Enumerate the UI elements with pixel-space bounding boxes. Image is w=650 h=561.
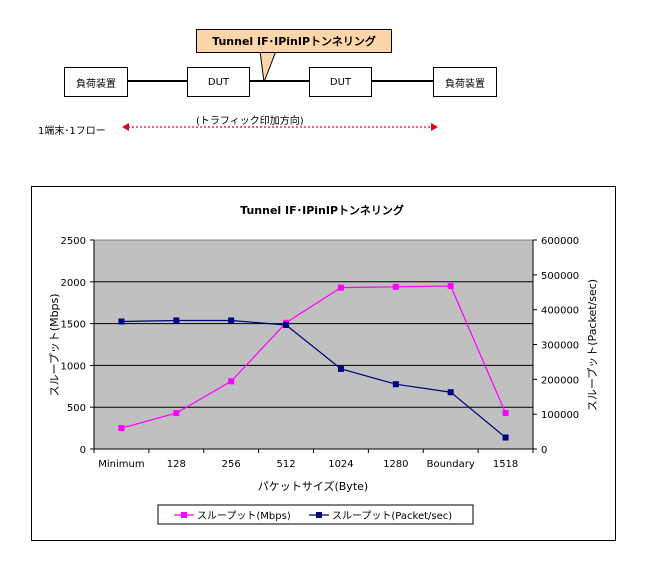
data-point-1 xyxy=(228,317,235,324)
right-axis-ticks: 0 100000 200000 300000 400000 500000 600000 xyxy=(533,236,579,456)
data-point-1 xyxy=(392,381,399,388)
x-tick-label: 1024 xyxy=(328,459,353,470)
series-group xyxy=(118,282,509,441)
legend-item-mbps: スループット(Mbps) xyxy=(174,510,291,522)
connection-line-1 xyxy=(127,80,188,82)
y-axis-label: スループット(Mbps) xyxy=(48,293,61,396)
data-point-1 xyxy=(118,318,125,325)
x-tick-label: 256 xyxy=(222,459,241,470)
dut-box-1: DUT xyxy=(187,67,250,97)
traffic-direction-label: (トラフィック印加方向) xyxy=(196,116,304,127)
right-tick-label: 0 xyxy=(541,445,547,456)
load-device-right: 負荷装置 xyxy=(433,67,497,97)
data-point-0 xyxy=(502,410,509,417)
dut-box-2: DUT xyxy=(309,67,372,97)
right-tick-label: 200000 xyxy=(541,375,579,386)
y2-axis-label: スループット(Packet/sec) xyxy=(586,279,599,411)
x-tick-label: Minimum xyxy=(98,459,144,470)
x-tick-label: Boundary xyxy=(427,459,475,470)
left-tick-label: 2000 xyxy=(61,278,86,289)
data-point-1 xyxy=(502,434,509,441)
gridlines xyxy=(94,281,533,408)
chart-title: Tunnel IF･IPinIPトンネリング xyxy=(240,203,404,217)
x-tick-label: 128 xyxy=(167,459,186,470)
data-point-0 xyxy=(118,425,125,432)
right-tick-label: 400000 xyxy=(541,306,579,317)
connection-line-2 xyxy=(249,80,310,82)
data-point-1 xyxy=(173,317,180,324)
x-axis-label: パケットサイズ(Byte) xyxy=(258,479,368,493)
left-tick-label: 0 xyxy=(80,445,86,456)
left-axis-ticks: 0 500 1000 1500 2000 2500 xyxy=(61,236,94,456)
data-point-0 xyxy=(392,283,399,290)
right-tick-label: 300000 xyxy=(541,341,579,352)
legend-label-mbps: スループット(Mbps) xyxy=(197,510,291,522)
x-tick-label: 1280 xyxy=(383,459,408,470)
left-tick-label: 500 xyxy=(67,403,86,414)
data-point-0 xyxy=(228,378,235,385)
left-tick-label: 1500 xyxy=(61,320,86,331)
series-line-0 xyxy=(121,285,507,429)
legend-label-pps: スループット(Packet/sec) xyxy=(332,510,452,522)
tunnel-callout: Tunnel IF･IPinIPトンネリング xyxy=(196,29,392,53)
right-tick-label: 100000 xyxy=(541,410,579,421)
data-point-0 xyxy=(173,410,180,417)
plot-area xyxy=(93,239,534,450)
x-axis-ticks: Minimum 128 256 512 1024 1280 Boundary 1518 xyxy=(93,449,534,470)
data-point-0 xyxy=(337,284,344,291)
data-point-1 xyxy=(447,389,454,396)
load-device-left: 負荷装置 xyxy=(64,67,128,97)
right-tick-label: 500000 xyxy=(541,271,579,282)
traffic-direction-arrow xyxy=(122,123,438,131)
left-tick-label: 1000 xyxy=(61,361,86,372)
data-point-1 xyxy=(283,321,290,328)
legend-item-pps: スループット(Packet/sec) xyxy=(309,510,452,522)
series-line-1 xyxy=(121,319,506,438)
x-tick-label: 1518 xyxy=(493,459,518,470)
right-tick-label: 600000 xyxy=(541,236,579,247)
connection-line-3 xyxy=(371,80,434,82)
left-tick-label: 2500 xyxy=(61,236,86,247)
x-tick-label: 512 xyxy=(277,459,296,470)
flow-label: 1端末･1フロー xyxy=(38,126,106,137)
data-point-0 xyxy=(447,282,454,289)
data-point-1 xyxy=(337,365,344,372)
